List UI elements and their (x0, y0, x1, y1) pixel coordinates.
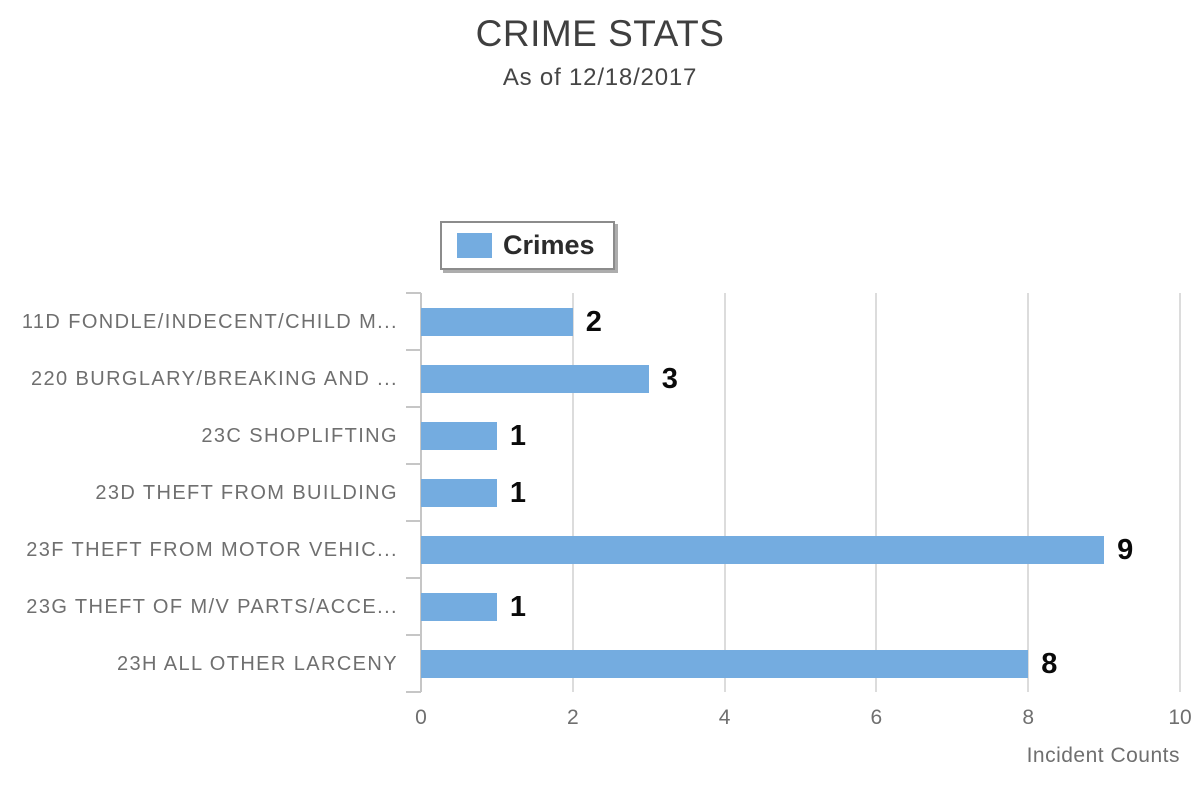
bar-value-label: 1 (509, 590, 527, 623)
x-tick-label-10: 10 (1168, 706, 1192, 729)
bar[interactable] (421, 649, 1029, 678)
chart-subtitle: As of 12/18/2017 (502, 64, 698, 91)
x-tick-label-0: 0 (415, 706, 427, 729)
category-label: 23H ALL OTHER LARCENY (117, 652, 398, 675)
bar[interactable] (421, 478, 497, 507)
y-axis-tick (406, 349, 421, 351)
gridline-x-6 (875, 293, 878, 692)
y-axis-tick (406, 577, 421, 579)
category-label: 11D FONDLE/INDECENT/CHILD M... (21, 310, 398, 333)
y-axis-tick (406, 520, 421, 522)
y-axis-tick (406, 292, 421, 294)
category-label: 23D THEFT FROM BUILDING (95, 481, 398, 504)
bar[interactable] (421, 421, 497, 450)
x-tick-label-2: 2 (566, 706, 579, 729)
x-axis-title: Incident Counts (1026, 744, 1180, 767)
bar[interactable] (421, 592, 497, 621)
gridline-x-10 (1179, 293, 1181, 692)
category-label: 220 BURGLARY/BREAKING AND ... (30, 367, 398, 390)
bar-value-label: 3 (661, 362, 678, 395)
category-label: 23C SHOPLIFTING (201, 424, 398, 447)
bar[interactable] (421, 364, 649, 393)
legend[interactable]: Crimes (440, 221, 615, 270)
gridline-x-2 (571, 293, 574, 692)
bar-value-label: 1 (509, 476, 527, 509)
bar[interactable] (421, 307, 573, 336)
category-label: 23F THEFT FROM MOTOR VEHIC... (26, 538, 398, 561)
chart-title: CRIME STATS (475, 13, 725, 54)
bar-value-label: 9 (1117, 533, 1134, 566)
bar-value-label: 1 (509, 419, 527, 452)
bar-value-label: 2 (585, 305, 602, 338)
x-tick-label-6: 6 (870, 706, 883, 729)
bar[interactable] (421, 535, 1105, 564)
legend-swatch-icon (457, 233, 492, 258)
y-axis-tick (406, 406, 421, 408)
x-tick-label-8: 8 (1022, 706, 1035, 729)
x-tick-label-4: 4 (718, 706, 731, 729)
y-axis-tick (406, 634, 421, 636)
gridline-x-4 (723, 293, 726, 692)
category-label: 23G THEFT OF M/V PARTS/ACCE... (26, 595, 398, 618)
legend-label: Crimes (503, 230, 595, 260)
y-axis-tick (406, 463, 421, 465)
gridline-x-8 (1027, 293, 1030, 692)
bar-value-label: 8 (1041, 647, 1058, 680)
y-axis-tick (406, 691, 421, 693)
